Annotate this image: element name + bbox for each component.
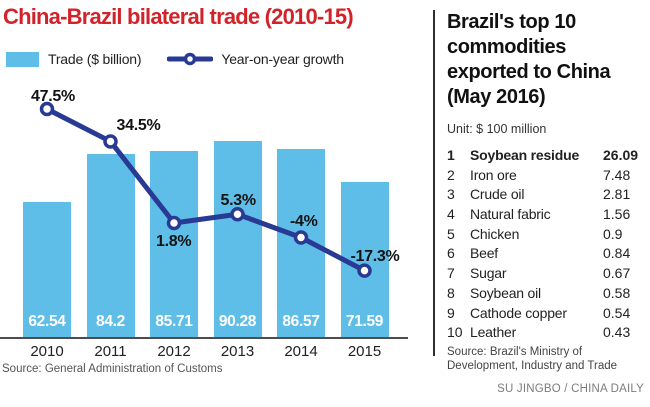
commodity-rank: 3 — [447, 186, 455, 203]
commodity-row-8: 8 Soybean oil 0.58 — [447, 285, 647, 305]
commodity-value: 0.43 — [603, 324, 631, 341]
trade-value-label-2015: 71.59 — [345, 313, 384, 330]
unit-label: Unit: $ 100 million — [447, 122, 547, 136]
commodity-name: Soybean oil — [470, 284, 541, 301]
commodity-rank: 8 — [447, 284, 455, 301]
year-label-2015: 2015 — [347, 343, 382, 360]
table-source: Source: Brazil's Ministry of Development… — [447, 346, 618, 372]
commodity-row-6: 6 Beef 0.84 — [447, 245, 647, 265]
commodity-row-9: 9 Cathode copper 0.54 — [447, 305, 647, 325]
commodity-rank: 5 — [447, 225, 455, 242]
commodity-name: Leather — [470, 324, 517, 341]
commodity-value: 2.81 — [603, 186, 631, 203]
growth-point-2013 — [230, 207, 245, 222]
commodity-value: 0.9 — [603, 225, 623, 242]
commodity-value: 0.58 — [603, 284, 631, 301]
table-title: Brazil's top 10 commodities exported to … — [447, 11, 611, 108]
commodity-rank: 9 — [447, 304, 455, 321]
growth-value-label-2012: 1.8% — [156, 233, 192, 250]
commodity-row-10: 10 Leather 0.43 — [447, 324, 647, 344]
commodity-name: Crude oil — [470, 186, 525, 203]
growth-point-2014 — [293, 230, 309, 245]
growth-value-label-2011: 34.5% — [116, 117, 161, 135]
trade-value-label-2013: 90.28 — [218, 313, 257, 330]
commodity-value: 0.67 — [603, 265, 631, 282]
commodity-name: Cathode copper — [470, 304, 567, 321]
growth-point-2015 — [357, 263, 372, 278]
commodity-name: Iron ore — [470, 166, 517, 183]
growth-value-label-2014: -4% — [290, 213, 318, 231]
trade-bar-2011 — [86, 154, 135, 338]
trade-legend-swatch — [6, 51, 39, 67]
chart-title: China-Brazil bilateral trade (2010-15) — [3, 4, 354, 29]
panel-divider — [433, 10, 435, 356]
commodity-value: 0.84 — [603, 245, 631, 262]
commodity-row-4: 4 Natural fabric 1.56 — [447, 206, 647, 226]
chart-source: Source: General Administration of Custom… — [2, 363, 223, 375]
commodity-row-5: 5 Chicken 0.9 — [447, 226, 647, 246]
growth-point-2011 — [103, 134, 118, 149]
growth-value-label-2013: 5.3% — [220, 192, 257, 210]
commodity-rank: 7 — [447, 265, 455, 282]
commodity-rank: 1 — [447, 147, 455, 163]
year-label-2014: 2014 — [284, 343, 318, 360]
year-label-2010: 2010 — [30, 343, 64, 360]
growth-legend-line-icon — [167, 52, 214, 66]
trade-bar-2012 — [150, 150, 198, 338]
commodity-name: Natural fabric — [470, 206, 551, 223]
commodity-name: Chicken — [470, 225, 520, 242]
trade-legend-label: Trade ($ billion) — [48, 51, 142, 67]
commodity-row-2: 2 Iron ore 7.48 — [447, 167, 647, 187]
trade-value-label-2014: 86.57 — [282, 313, 320, 330]
commodity-value: 0.54 — [603, 304, 631, 321]
commodity-name: Sugar — [470, 265, 507, 282]
chart-legend: Trade ($ billion) Year-on-year growth — [6, 50, 344, 68]
growth-line — [45, 106, 366, 273]
growth-value-label-2015: -17.3% — [350, 247, 400, 265]
growth-point-2012 — [166, 215, 182, 231]
year-label-2012: 2012 — [157, 343, 191, 360]
commodity-table: 1 Soybean residue 26.09 2 Iron ore 7.48 3 Crude… — [447, 147, 647, 344]
commodity-value: 26.09 — [603, 147, 639, 163]
trade-value-label-2011: 84.2 — [96, 313, 125, 330]
year-label-2013: 2013 — [220, 343, 255, 360]
commodity-row-3: 3 Crude oil 2.81 — [447, 186, 647, 206]
commodity-name: Soybean residue — [470, 147, 580, 163]
commodity-rank: 6 — [447, 245, 455, 262]
commodity-name: Beef — [470, 245, 498, 262]
trade-value-label-2012: 85.71 — [155, 313, 193, 330]
trade-bar-2010 — [23, 201, 71, 338]
commodity-value: 1.56 — [603, 206, 631, 223]
commodity-rank: 2 — [447, 166, 455, 183]
growth-legend-label: Year-on-year growth — [221, 51, 344, 67]
growth-point-2010 — [39, 101, 55, 117]
commodity-row-1: 1 Soybean residue 26.09 — [447, 147, 647, 167]
growth-value-label-2010: 47.5% — [31, 88, 75, 106]
commodity-rank: 10 — [447, 324, 463, 341]
x-axis-line — [0, 337, 408, 339]
byline-credit: SU JINGBO / CHINA DAILY — [497, 383, 644, 395]
year-label-2011: 2011 — [94, 343, 127, 360]
trade-bar-2013 — [213, 141, 262, 338]
commodity-rank: 4 — [447, 206, 455, 223]
trade-value-label-2010: 62.54 — [28, 313, 66, 330]
commodity-value: 7.48 — [603, 166, 631, 183]
commodity-row-7: 7 Sugar 0.67 — [447, 265, 647, 285]
